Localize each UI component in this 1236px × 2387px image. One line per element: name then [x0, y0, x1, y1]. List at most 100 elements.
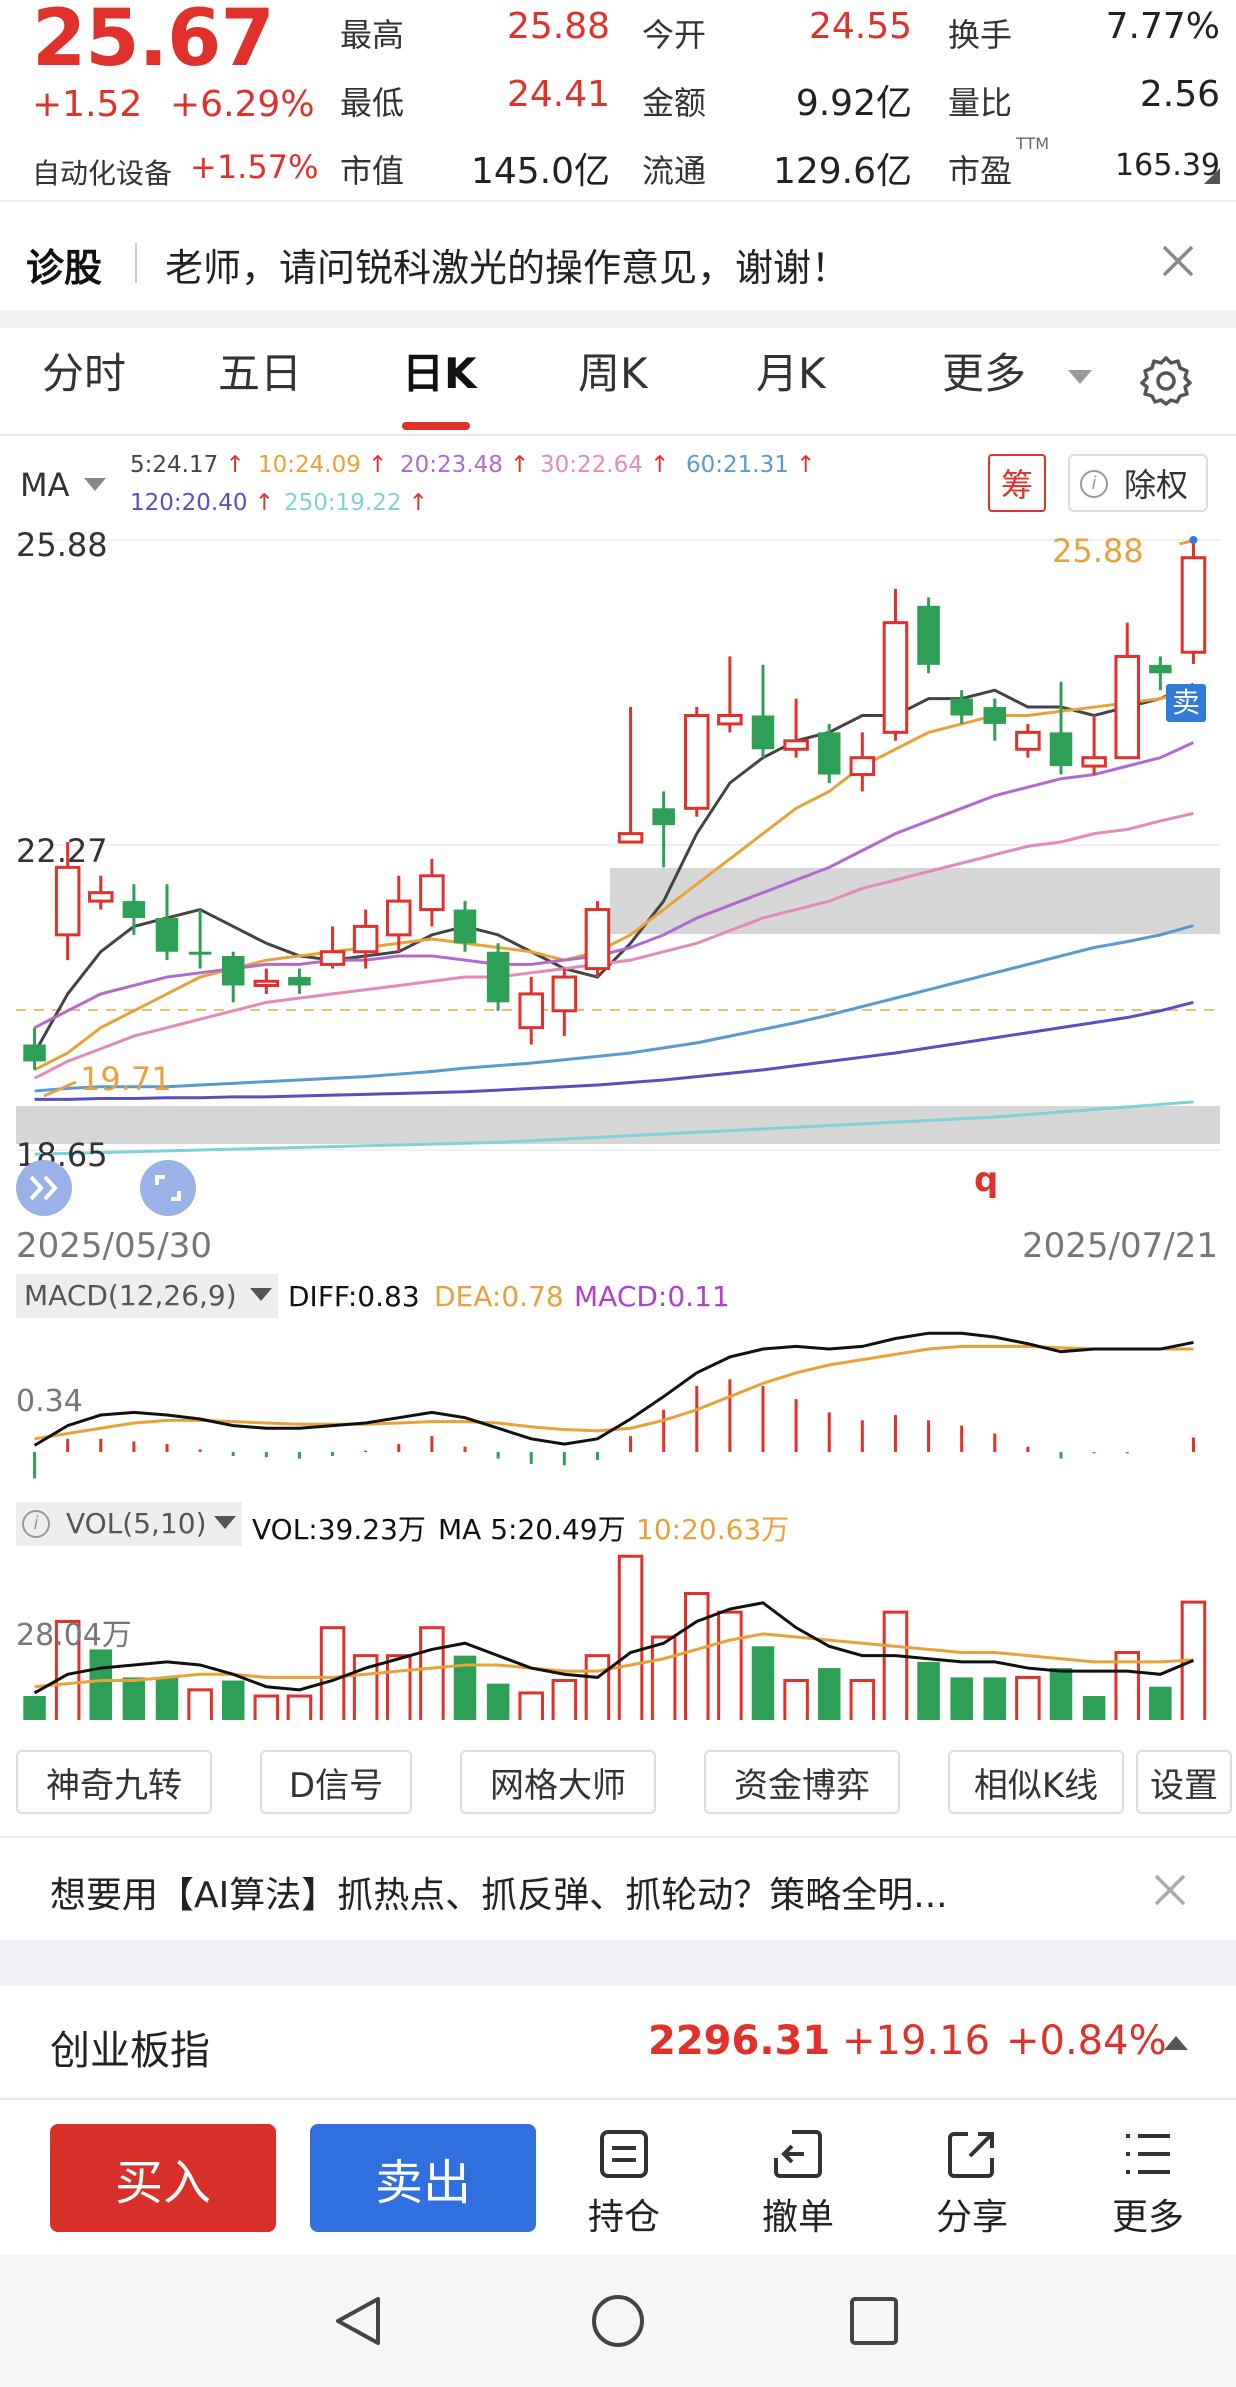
candle-body — [1149, 664, 1172, 674]
volume-bar — [1049, 1668, 1073, 1720]
index-pct: +0.84% — [1006, 2018, 1167, 2064]
sell-button[interactable]: 卖出 — [310, 2124, 536, 2232]
expand-left-icon[interactable] — [16, 1160, 72, 1216]
ad-text: 想要用【AI算法】抓热点、抓反弹、抓轮动？策略全明... — [50, 1875, 948, 1916]
quote-field-value: 24.55 — [808, 6, 912, 47]
volume-bar — [486, 1683, 510, 1720]
macd-dea: DEA:0.78 — [434, 1280, 564, 1313]
chart-settings-gear-icon[interactable] — [1140, 354, 1192, 406]
tab-week-k[interactable]: 周K — [578, 349, 648, 398]
volume-bar — [286, 1694, 313, 1720]
ma-legend-item: 30:22.64 ↑ — [540, 452, 670, 478]
candle-body — [783, 739, 809, 751]
cancel-order-button[interactable]: 撤单 — [746, 2128, 850, 2240]
more-list-icon — [1126, 2134, 1170, 2174]
candle-body — [518, 992, 544, 1030]
strategy-d-signal-button[interactable]: D信号 — [260, 1750, 412, 1814]
up-arrow-icon: ↑ — [502, 452, 530, 478]
tab-fenshi[interactable]: 分时 — [42, 349, 127, 398]
sell-signal-tag[interactable]: 卖 — [1166, 684, 1206, 722]
ma-selector-dropdown-icon[interactable] — [84, 478, 106, 491]
strategy-nine-turn-button[interactable]: 神奇九转 — [16, 1750, 212, 1814]
buy-button[interactable]: 买入 — [50, 2124, 276, 2232]
diagnose-separator — [135, 243, 137, 283]
vol-ma5-line — [33, 1601, 1195, 1695]
candle-body — [617, 832, 644, 844]
volume-bar — [882, 1610, 909, 1720]
quote-field-label: 最高 — [340, 16, 405, 54]
strategy-capital-game-button[interactable]: 资金博弈 — [704, 1750, 900, 1814]
sector-name[interactable]: 自动化设备 — [32, 157, 173, 190]
home-icon[interactable] — [590, 2293, 646, 2353]
candle-body — [950, 698, 973, 716]
volume-bar — [584, 1654, 611, 1720]
candle-body — [352, 924, 379, 954]
index-change: +19.16 — [842, 2018, 991, 2064]
volume-bar — [1149, 1686, 1172, 1720]
back-icon[interactable] — [330, 2293, 386, 2353]
candle-body — [584, 908, 611, 971]
more-label: 更多 — [1111, 2197, 1184, 2238]
cancel-order-label: 撤单 — [761, 2197, 834, 2238]
candle-body — [983, 707, 1007, 724]
volume-bar — [983, 1677, 1007, 1720]
adjust-button[interactable]: 除权 — [1068, 454, 1208, 512]
support-band — [16, 1106, 1220, 1144]
candle-body — [155, 917, 179, 952]
min-price-label: 19.71 — [80, 1060, 172, 1098]
pe-ttm-sup: TTM — [1016, 134, 1050, 153]
tab-month-k[interactable]: 月K — [756, 349, 826, 398]
up-arrow-icon: ↑ — [360, 452, 388, 478]
tab-five-day[interactable]: 五日 — [218, 349, 303, 398]
volume-bar — [221, 1680, 245, 1720]
index-ticker[interactable]: 创业板指 2296.31 +19.16 +0.84% — [0, 1986, 1236, 2098]
candle-body — [54, 865, 81, 937]
sell-label: 卖出 — [374, 2155, 471, 2211]
volume-bar — [849, 1679, 876, 1720]
kline-chart[interactable] — [0, 520, 1236, 1720]
ma60-line — [34, 924, 1194, 1093]
volume-bar — [89, 1649, 113, 1720]
diagnose-bar[interactable]: 诊股 老师，请问锐科激光的操作意见，谢谢！ — [0, 205, 1236, 317]
vol-title: VOL(5,10) — [66, 1507, 207, 1540]
vol-value: VOL:39.23万 — [252, 1513, 426, 1546]
vol-axis-label: 28.04万 — [16, 1618, 132, 1653]
last-price: 25.67 — [32, 0, 275, 84]
tab-day-k[interactable]: 日K — [402, 349, 477, 398]
close-icon[interactable] — [1158, 241, 1198, 281]
candle-body — [1081, 756, 1107, 768]
vol-dropdown-icon[interactable] — [214, 1516, 236, 1529]
ai-ad-banner[interactable]: 想要用【AI算法】抓热点、抓反弹、抓轮动？策略全明... — [0, 1840, 1236, 1940]
volume-bar — [617, 1554, 644, 1720]
volume-bar — [1082, 1696, 1106, 1720]
quote-field-value: 145.0亿 — [470, 151, 610, 192]
ad-close-icon[interactable] — [1150, 1870, 1190, 1910]
strategy-settings-button[interactable]: 设置 — [1136, 1750, 1232, 1814]
macd-selector[interactable]: MACD(12,26,9) — [16, 1274, 278, 1318]
more-button[interactable]: 更多 — [1096, 2128, 1200, 2240]
expand-up-icon[interactable] — [1164, 2036, 1188, 2050]
volume-bar — [650, 1635, 677, 1720]
strategy-grid-master-button[interactable]: 网格大师 — [460, 1750, 656, 1814]
macd-dropdown-icon[interactable] — [250, 1288, 272, 1301]
tab-more[interactable]: 更多 — [942, 349, 1027, 398]
recents-icon[interactable] — [848, 2295, 900, 2351]
info-icon: i — [1080, 470, 1108, 498]
fullscreen-icon[interactable] — [140, 1160, 196, 1216]
tab-more-dropdown-icon[interactable] — [1068, 370, 1092, 384]
ma-selector[interactable]: MA — [20, 466, 70, 504]
chip-button[interactable]: 筹 — [988, 454, 1046, 512]
candle-body — [419, 874, 445, 912]
candle-body — [253, 979, 280, 987]
candle-body — [1114, 654, 1140, 760]
volume-bar — [817, 1668, 841, 1720]
quote-field-label: 最低 — [340, 84, 405, 122]
holdings-button[interactable]: 持仓 — [572, 2128, 676, 2240]
volume-bar — [1114, 1651, 1140, 1720]
diagnose-question[interactable]: 老师，请问锐科激光的操作意见，谢谢！ — [165, 246, 850, 290]
ma-legend-item: 10:24.09 ↑ — [258, 452, 388, 478]
volume-bar — [23, 1696, 46, 1720]
share-button[interactable]: 分享 — [920, 2128, 1024, 2240]
strategy-similar-k-button[interactable]: 相似K线 — [948, 1750, 1124, 1814]
vol-selector[interactable]: VOL(5,10) — [16, 1502, 242, 1546]
